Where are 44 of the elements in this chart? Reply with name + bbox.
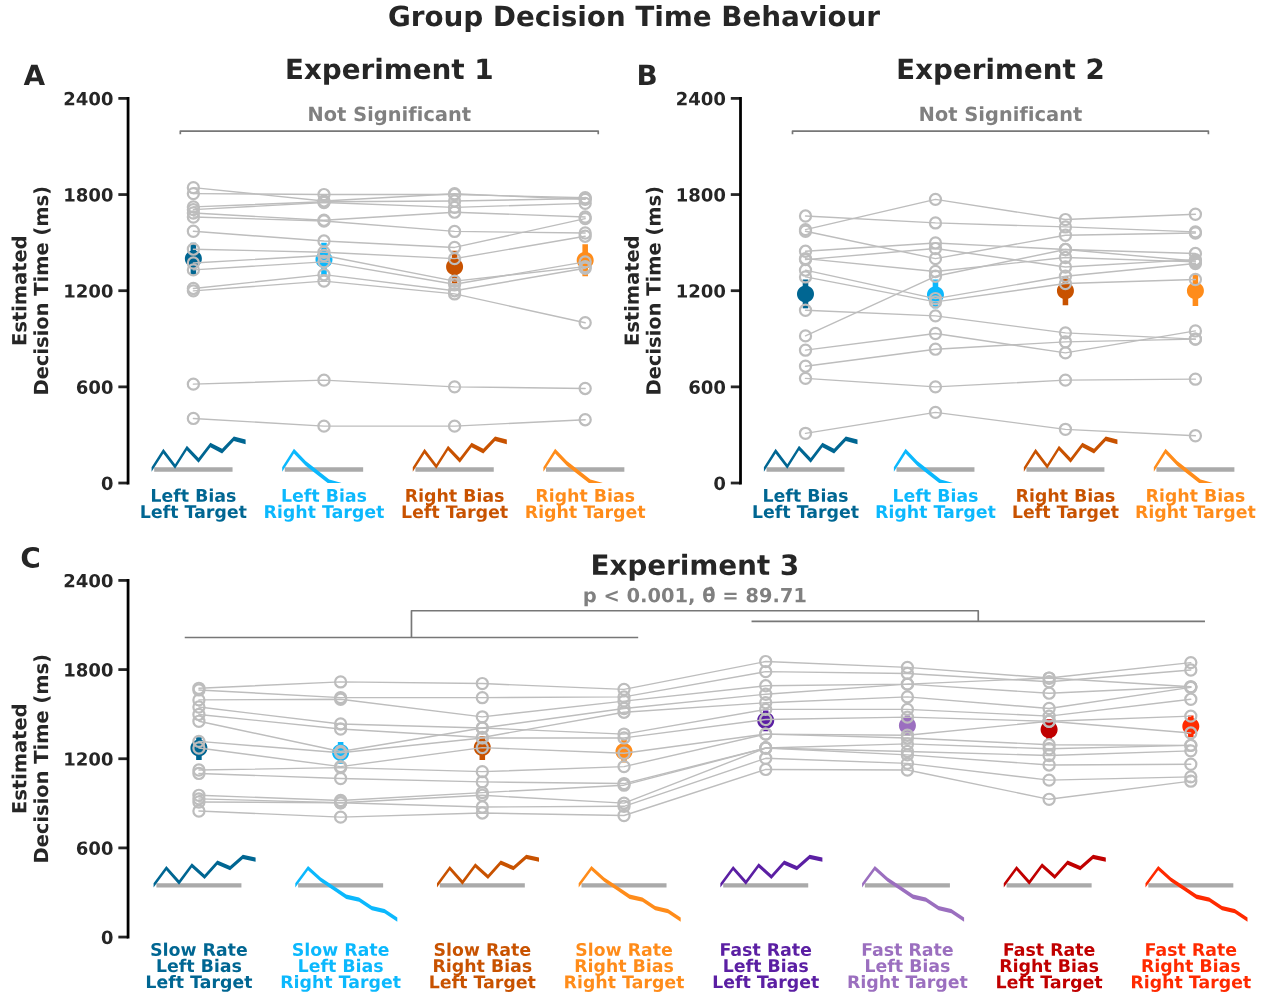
y-tick-label: 0 xyxy=(101,476,113,491)
y-tick-label: 600 xyxy=(76,380,113,394)
x-tick-label: Right Bias Right Target xyxy=(1136,488,1256,522)
text: B xyxy=(639,64,656,85)
x-tick-label: Slow Rate Left Bias Left Target xyxy=(146,942,253,992)
x-tick-label: Slow Rate Left Bias Right Target xyxy=(281,942,401,992)
x-tick-label: Right Bias Left Target xyxy=(402,488,508,522)
x-tick-label: Right Bias Right Target xyxy=(526,488,646,522)
y-tick-label: 600 xyxy=(689,380,726,394)
y-axis-title: Estimated Decision Time (ms) xyxy=(11,187,51,394)
y-tick-label: 1200 xyxy=(65,284,113,298)
annotation: Not Significant xyxy=(309,106,471,126)
x-tick-label: Right Bias Left Target xyxy=(1013,488,1119,522)
chart-title: Experiment 3 xyxy=(593,553,797,581)
x-tick-label: Fast Rate Left Bias Left Target xyxy=(713,943,819,992)
y-tick-label: 1800 xyxy=(677,188,726,202)
annotation: p < 0.001, θ̂ = 89.71 xyxy=(584,586,806,607)
text: A xyxy=(23,64,45,85)
x-tick-label: Slow Rate Right Bias Right Target xyxy=(565,942,685,992)
x-tick-label: Left Bias Left Target xyxy=(753,488,859,522)
x-tick-label: Left Bias Left Target xyxy=(141,488,247,522)
chart-title: Experiment 2 xyxy=(898,57,1103,85)
text: C xyxy=(21,546,39,568)
y-tick-label: 1200 xyxy=(65,752,113,766)
y-tick-label: 0 xyxy=(714,476,726,491)
x-tick-label: Fast Rate Left Bias Right Target xyxy=(848,943,968,992)
x-tick-label: Slow Rate Right Bias Left Target xyxy=(430,942,536,992)
text: Group Decision Time Behaviour xyxy=(389,5,880,32)
x-tick-label: Fast Rate Right Bias Right Target xyxy=(1131,943,1251,992)
y-tick-label: 1200 xyxy=(677,284,726,298)
y-tick-label: 2400 xyxy=(677,91,726,106)
x-tick-label: Fast Rate Right Bias Left Target xyxy=(997,943,1103,992)
x-tick-label: Left Bias Right Target xyxy=(265,488,384,522)
annotation: Not Significant xyxy=(920,106,1082,126)
y-tick-label: 1800 xyxy=(65,188,113,202)
y-tick-label: 1800 xyxy=(65,663,113,677)
y-axis-title: Estimated Decision Time (ms) xyxy=(623,187,664,394)
y-tick-label: 0 xyxy=(101,930,113,945)
x-tick-label: Left Bias Right Target xyxy=(876,488,996,522)
y-tick-label: 2400 xyxy=(64,573,113,588)
y-tick-label: 2400 xyxy=(64,91,113,106)
chart-title: Experiment 1 xyxy=(287,57,492,85)
y-tick-label: 600 xyxy=(76,841,113,856)
y-axis-title: Estimated Decision Time (ms) xyxy=(11,655,51,862)
